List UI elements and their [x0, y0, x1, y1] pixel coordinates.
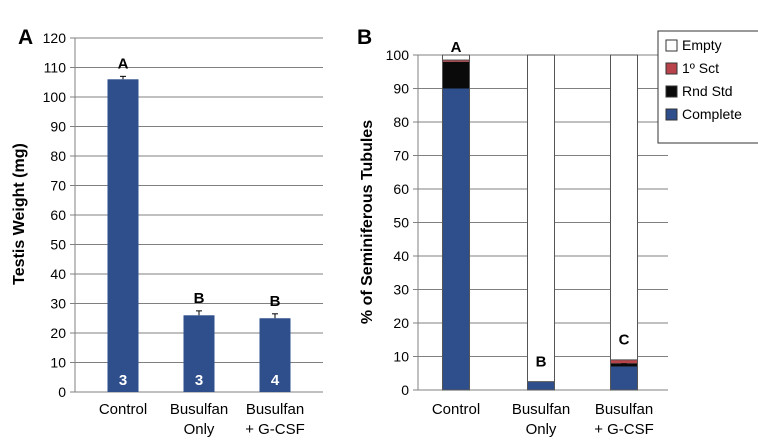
- panel-a-category-label: + G-CSF: [245, 421, 305, 438]
- panel-b-label: B: [357, 26, 372, 49]
- panel-b-significance-letter: C: [619, 332, 630, 349]
- panel-b-category-label: + G-CSF: [594, 421, 654, 438]
- panel-a-bar: [107, 79, 139, 393]
- panel-b-bar-segment: [442, 60, 470, 62]
- panel-b-significance-letter: A: [451, 39, 462, 56]
- panel-b-y-tick-label: 0: [401, 382, 409, 398]
- legend-swatch: [665, 85, 678, 98]
- panel-b-y-axis-title: % of Seminiferous Tubules: [359, 120, 376, 324]
- panel-b-bar-segment: [610, 366, 638, 390]
- panel-b-bar-segment: [442, 88, 470, 390]
- panel-a-n-label: 3: [195, 372, 203, 389]
- panel-a-category-label: Control: [99, 401, 147, 418]
- panel-b-y-tick-label: 30: [393, 282, 409, 298]
- legend-swatch: [665, 62, 678, 75]
- panel-b-y-tick-label: 10: [393, 349, 409, 365]
- panel-a-y-tick-label: 0: [58, 384, 66, 400]
- panel-b-category-label: Only: [526, 421, 557, 438]
- panel-a-significance-letter: A: [118, 55, 129, 72]
- panel-a-y-tick-label: 60: [50, 207, 66, 223]
- legend-label: Complete: [682, 106, 742, 122]
- panel-b-y-tick-label: 60: [393, 181, 409, 197]
- panel-b-category-label: Control: [432, 401, 480, 418]
- panel-a-category-label: Busulfan: [246, 401, 304, 418]
- panel-a-y-tick-label: 10: [50, 355, 66, 371]
- panel-b-bar-segment: [610, 363, 638, 367]
- panel-b-y-tick-label: 50: [393, 215, 409, 231]
- panel-b-y-tick-label: 80: [393, 114, 409, 130]
- panel-a-y-axis-title: Testis Weight (mg): [11, 143, 28, 285]
- panel-b-bar-segment: [527, 381, 555, 390]
- panel-b-bar-outline: [527, 54, 555, 391]
- panel-b-y-tick-label: 70: [393, 148, 409, 164]
- panel-a-y-tick-label: 90: [50, 119, 66, 135]
- legend-label: Empty: [682, 37, 722, 53]
- panel-a-n-label: 4: [271, 372, 280, 389]
- panel-b-bar-segment: [610, 359, 638, 364]
- panel-a-weight-chart: A Testis Weight (mg) 0 10 20 30 40 50 60 70 80 90…: [11, 26, 323, 438]
- panel-a-y-tick-label: 30: [50, 296, 66, 312]
- panel-b-bar-outline: [442, 54, 470, 391]
- panel-a-category-label: Only: [184, 421, 215, 438]
- panel-b-tubule-chart: B % of Seminiferous Tubules 0 10 20 30 40 50 6…: [357, 26, 758, 438]
- panel-b-bar-outline: [610, 54, 638, 391]
- panel-b-y-tick-label: 20: [393, 315, 409, 331]
- panel-a-label: A: [18, 26, 33, 49]
- panel-a-significance-letter: B: [270, 293, 281, 310]
- legend-swatch: [665, 39, 678, 52]
- panel-b-legend: Empty 1º Sct Rnd Std Complete: [657, 30, 758, 144]
- panel-a-bar: [183, 315, 215, 392]
- panel-a-y-tick-label: 70: [50, 178, 66, 194]
- panel-a-y-tick-label: 80: [50, 148, 66, 164]
- panel-a-y-tick-label: 50: [50, 237, 66, 253]
- panel-a-y-tick-label: 20: [50, 325, 66, 341]
- panel-b-bar-segment: [527, 54, 555, 383]
- legend-label: 1º Sct: [682, 60, 719, 76]
- panel-a-y-tick-label: 40: [50, 266, 66, 282]
- panel-a-y-tick-label: 100: [43, 89, 67, 105]
- panel-a-significance-letter: B: [194, 290, 205, 307]
- panel-b-category-label: Busulfan: [595, 401, 653, 418]
- panel-b-bar-segment: [442, 61, 470, 89]
- panel-b-y-tick-label: 90: [393, 81, 409, 97]
- panel-a-y-tick-label: 110: [44, 60, 67, 76]
- legend-swatch: [665, 108, 678, 121]
- legend-label: Rnd Std: [682, 83, 733, 99]
- panel-b-y-tick-label: 100: [386, 47, 410, 63]
- panel-b-y-tick-label: 40: [393, 248, 409, 264]
- panel-a-n-label: 3: [119, 372, 127, 389]
- panel-a-category-label: Busulfan: [170, 401, 228, 418]
- panel-b-bar-segment: [610, 54, 638, 361]
- panel-a-bar: [259, 318, 291, 392]
- panel-b-category-label: Busulfan: [512, 401, 570, 418]
- panel-b-significance-letter: B: [536, 353, 547, 370]
- panel-a-y-tick-label: 120: [43, 30, 67, 46]
